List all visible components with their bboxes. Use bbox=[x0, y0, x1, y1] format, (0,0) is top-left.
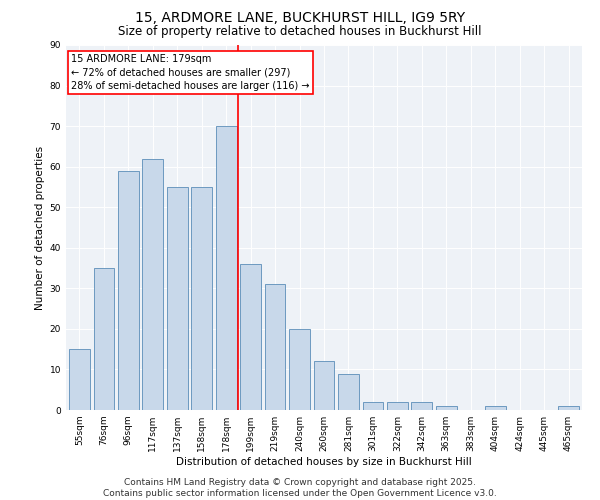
Bar bbox=[436, 406, 457, 410]
Bar bbox=[94, 268, 114, 410]
Bar bbox=[142, 158, 163, 410]
Text: Contains HM Land Registry data © Crown copyright and database right 2025.
Contai: Contains HM Land Registry data © Crown c… bbox=[103, 478, 497, 498]
Bar bbox=[167, 187, 188, 410]
Bar bbox=[558, 406, 579, 410]
Text: 15 ARDMORE LANE: 179sqm
← 72% of detached houses are smaller (297)
28% of semi-d: 15 ARDMORE LANE: 179sqm ← 72% of detache… bbox=[71, 54, 310, 90]
Text: Size of property relative to detached houses in Buckhurst Hill: Size of property relative to detached ho… bbox=[118, 25, 482, 38]
Bar bbox=[387, 402, 408, 410]
Bar bbox=[191, 187, 212, 410]
Bar bbox=[240, 264, 261, 410]
Bar bbox=[265, 284, 286, 410]
Bar bbox=[289, 329, 310, 410]
Y-axis label: Number of detached properties: Number of detached properties bbox=[35, 146, 46, 310]
X-axis label: Distribution of detached houses by size in Buckhurst Hill: Distribution of detached houses by size … bbox=[176, 457, 472, 467]
Bar bbox=[338, 374, 359, 410]
Bar bbox=[69, 349, 90, 410]
Bar bbox=[216, 126, 236, 410]
Bar bbox=[118, 170, 139, 410]
Bar bbox=[412, 402, 432, 410]
Bar bbox=[362, 402, 383, 410]
Text: 15, ARDMORE LANE, BUCKHURST HILL, IG9 5RY: 15, ARDMORE LANE, BUCKHURST HILL, IG9 5R… bbox=[135, 12, 465, 26]
Bar bbox=[485, 406, 506, 410]
Bar bbox=[314, 362, 334, 410]
